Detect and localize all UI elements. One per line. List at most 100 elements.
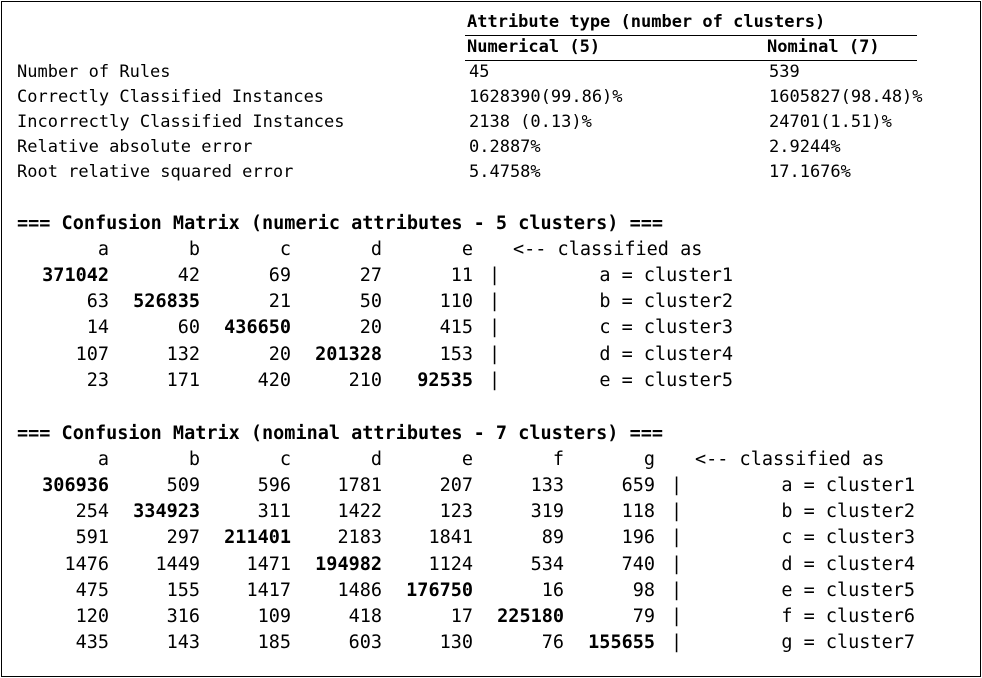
matrix-cell: 1417 [246,579,291,601]
matrix-cell: 11 [450,265,473,286]
matrix-cell: 196 [621,527,655,549]
matrix-cell: 297 [166,527,200,549]
column-header: d [370,239,382,260]
matrix-cell: 23 [86,369,109,391]
matrix-cell: 107 [75,343,109,365]
row-separator: | [671,553,683,575]
row-separator: | [671,501,683,523]
row-separator: | [671,527,683,549]
matrix-cell: 14 [86,317,109,339]
matrix-cell: 436650 [224,317,291,339]
row-class-label: g = cluster7 [781,632,915,654]
matrix-cell: 155655 [588,632,655,654]
row-class-label: b = cluster2 [781,501,915,523]
matrix-cell: 1781 [337,475,382,496]
row-class-label: b = cluster2 [599,291,733,313]
matrix-cell: 254 [75,501,109,523]
matrix-cell: 475 [75,579,109,601]
matrix-cell: 211401 [224,527,291,549]
row-class-label: e = cluster5 [599,369,733,391]
matrix-cell: 311 [257,501,291,523]
summary-row-label: Relative absolute error [17,137,253,157]
matrix-cell: 17 [450,606,473,627]
matrix-cell: 210 [348,369,382,391]
matrix-cell: 1486 [337,579,382,601]
nominal-matrix-title: === Confusion Matrix (nominal attributes… [17,423,664,444]
matrix-cell: 123 [439,501,473,523]
matrix-cell: 596 [257,475,291,496]
matrix-cell: 1124 [428,553,473,575]
summary-row-label: Root relative squared error [17,162,294,182]
matrix-cell: 98 [632,579,655,601]
summary-row-nominal: 24701(1.51)% [769,112,892,132]
column-header: f [552,449,564,470]
matrix-cell: 194982 [315,553,382,575]
row-class-label: a = cluster1 [599,265,733,286]
summary-row-nominal: 1605827(98.48)% [769,87,923,107]
matrix-cell: 69 [268,265,291,286]
column-header: b [188,239,200,260]
row-separator: | [489,265,501,286]
summary-row-numerical: 5.4758% [469,162,541,182]
matrix-cell: 207 [439,475,473,496]
matrix-cell: 118 [621,501,655,523]
column-header: c [279,239,291,260]
matrix-cell: 27 [359,265,382,286]
matrix-cell: 509 [166,475,200,496]
matrix-cell: 20 [359,317,382,339]
matrix-cell: 334923 [133,501,200,523]
summary-row-nominal: 539 [769,62,800,82]
column-header: e [461,449,473,470]
matrix-cell: 89 [541,527,564,549]
matrix-cell: 176750 [406,579,473,601]
matrix-cell: 420 [257,369,291,391]
matrix-cell: 534 [530,553,564,575]
matrix-cell: 306936 [42,475,109,496]
header-nominal: Nominal (7) [767,37,880,57]
matrix-cell: 1422 [337,501,382,523]
numeric-matrix-title: === Confusion Matrix (numeric attributes… [17,213,664,234]
matrix-cell: 201328 [315,343,382,365]
matrix-cell: 92535 [417,369,473,391]
row-separator: | [489,369,501,391]
matrix-cell: 1449 [155,553,200,575]
matrix-cell: 1471 [246,553,291,575]
matrix-cell: 60 [177,317,200,339]
row-separator: | [671,606,683,627]
matrix-cell: 132 [166,343,200,365]
summary-row-label: Number of Rules [17,62,171,82]
row-class-label: d = cluster4 [599,343,733,365]
summary-title: Attribute type (number of clusters) [467,12,826,32]
matrix-cell: 526835 [133,291,200,313]
row-class-label: c = cluster3 [599,317,733,339]
summary-row-numerical: 45 [469,62,490,82]
header-rule [465,60,917,61]
row-separator: | [671,475,683,496]
matrix-cell: 42 [177,265,200,286]
matrix-cell: 415 [439,317,473,339]
matrix-cell: 603 [348,632,382,654]
matrix-cell: 153 [439,343,473,365]
matrix-cell: 79 [632,606,655,627]
summary-row-label: Correctly Classified Instances [17,87,325,107]
summary-row-nominal: 2.9244% [769,137,841,157]
classified-as-label: <-- classified as [513,239,703,260]
matrix-cell: 435 [75,632,109,654]
matrix-cell: 120 [75,606,109,627]
matrix-cell: 130 [439,632,473,654]
column-header: a [97,449,109,470]
matrix-cell: 133 [530,475,564,496]
column-header: b [188,449,200,470]
matrix-cell: 1841 [428,527,473,549]
summary-row-numerical: 0.2887% [469,137,541,157]
header-numerical: Numerical (5) [467,37,601,57]
summary-row-label: Incorrectly Classified Instances [17,112,345,132]
row-separator: | [489,291,501,313]
row-class-label: c = cluster3 [781,527,915,549]
matrix-cell: 109 [257,606,291,627]
matrix-cell: 63 [86,291,109,313]
row-class-label: d = cluster4 [781,553,915,575]
classified-as-label: <-- classified as [695,449,885,470]
matrix-cell: 316 [166,606,200,627]
matrix-cell: 659 [621,475,655,496]
